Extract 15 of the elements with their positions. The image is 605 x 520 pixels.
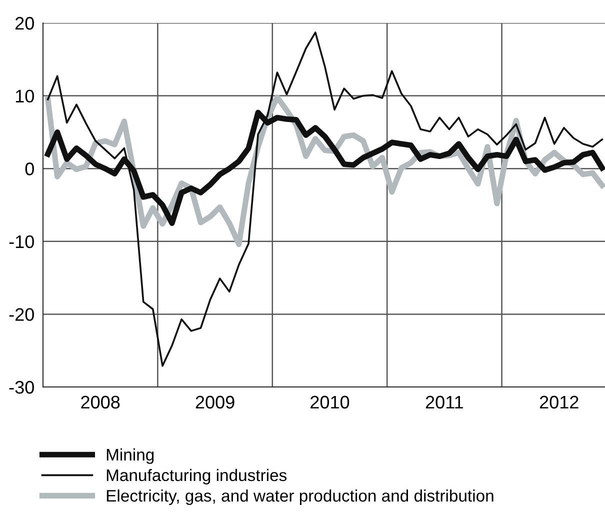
legend-label: Manufacturing industries — [106, 468, 287, 484]
y-tick-label: -20 — [9, 308, 34, 321]
legend-label: Mining — [106, 448, 154, 464]
legend-label: Electricity, gas, and water production and distribution — [106, 489, 494, 505]
y-tick-label: 20 — [15, 16, 34, 30]
x-tick-label: 2009 — [196, 396, 234, 409]
x-tick-label: 2010 — [310, 396, 350, 409]
y-tick-label: -30 — [9, 380, 34, 394]
x-tick-label: 2008 — [81, 396, 120, 409]
x-tick-label: 2012 — [540, 396, 578, 409]
y-tick-label: 10 — [16, 90, 34, 103]
line-series — [46, 32, 604, 367]
y-tick-label: 0 — [25, 162, 34, 176]
x-tick-label: 2011 — [426, 396, 463, 409]
y-tick-label: -10 — [9, 235, 34, 248]
